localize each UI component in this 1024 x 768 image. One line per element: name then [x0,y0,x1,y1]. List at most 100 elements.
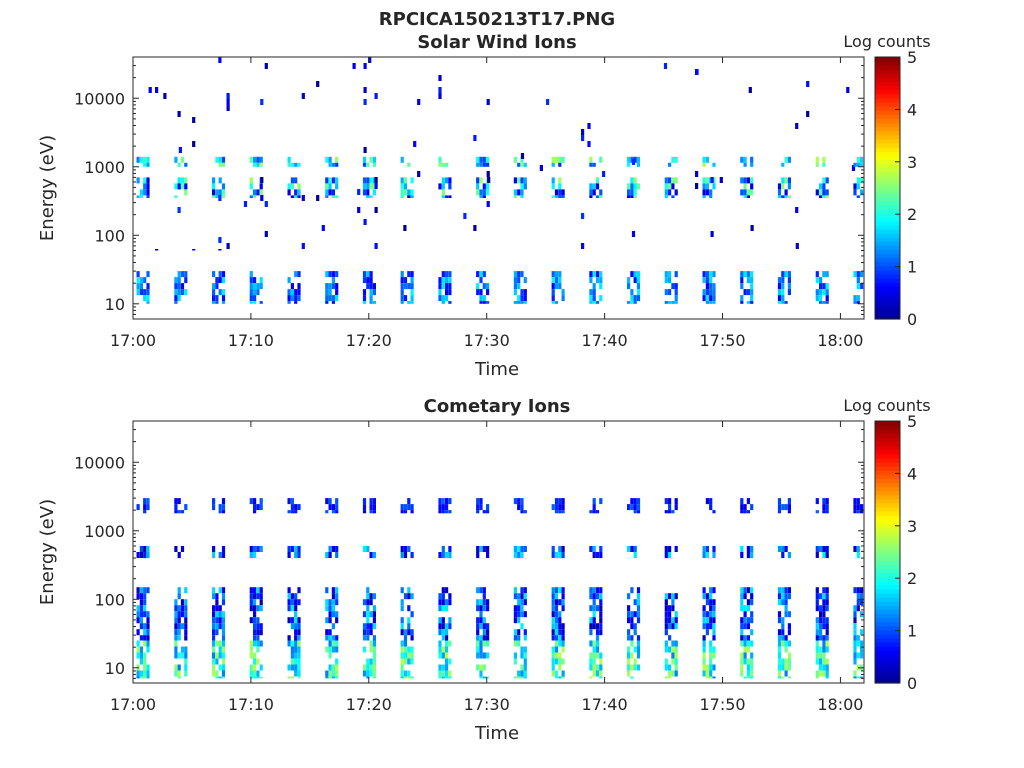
heatmap-cell [589,195,593,198]
heatmap-cell [221,162,226,167]
heatmap-cell [743,177,747,184]
heatmap-cell [328,177,332,184]
heatmap-cell [819,611,823,618]
heatmap-cell [784,664,788,671]
heatmap-cell [712,605,716,612]
heatmap-cell [297,646,301,653]
heatmap-cell [249,277,253,284]
heatmap-cell [513,593,517,600]
colorbar-swatch [875,188,900,193]
heatmap-cell [180,646,185,653]
heatmap-cell [256,587,260,594]
heatmap-cell [256,162,260,167]
heatmap-cell [441,587,445,594]
heatmap-cell [363,219,367,225]
heatmap-cell [777,670,782,677]
heatmap-cell [856,593,860,600]
heatmap-cell [143,623,147,630]
heatmap-cell [822,670,826,677]
heatmap-cell [184,271,188,278]
heatmap-cell [750,295,754,302]
heatmap-cell [441,605,445,612]
heatmap-cell [777,498,782,505]
heatmap-cell [297,623,301,630]
heatmap-cell [630,301,634,304]
heatmap-cell [784,593,788,600]
heatmap-cell [856,183,860,190]
heatmap-cell [787,498,791,505]
heatmap-cell [856,605,860,612]
heatmap-cell [441,676,445,679]
heatmap-cell [482,635,486,641]
heatmap-cell [513,271,517,278]
heatmap-cell [750,183,754,190]
heatmap-cell [146,617,150,624]
heatmap-cell [592,664,596,671]
heatmap-cell [592,652,596,659]
heatmap-cell [407,676,411,679]
colorbar-swatch [875,457,900,463]
heatmap-cell [709,587,713,594]
heatmap-cell [860,629,864,636]
heatmap-cell [702,635,706,641]
colorbar-tick-label: 3 [907,517,917,536]
heatmap-cell [445,670,449,677]
heatmap-cell [297,617,301,624]
x-tick-label: 18:00 [817,331,863,350]
heatmap-cell [256,623,260,630]
heatmap-cell [668,162,672,167]
heatmap-cell [215,611,219,618]
heatmap-cell [664,593,668,600]
heatmap-cell [146,177,150,184]
heatmap-cell [294,593,298,600]
heatmap-cell [445,623,449,630]
heatmap-cell [445,552,449,558]
heatmap-cell [825,295,829,302]
heatmap-cell [853,623,857,630]
heatmap-cell [139,277,143,284]
heatmap-cell [249,652,253,659]
heatmap-cell [369,670,373,677]
heatmap-cell [410,289,414,296]
colorbar-swatch [875,609,900,614]
heatmap-cell [362,635,367,641]
heatmap-cell [441,162,445,167]
heatmap-cell [712,623,716,630]
heatmap-cell [710,177,714,183]
colorbar-swatch [875,114,900,119]
heatmap-cell [410,510,414,514]
figure-title: RPCICA150213T17.PNG [379,9,615,30]
heatmap-cell [674,498,678,505]
heatmap-cell [784,156,788,163]
heatmap-cell [294,510,298,514]
heatmap-cell [366,629,370,636]
heatmap-cell [860,504,864,511]
heatmap-cell [259,664,263,671]
heatmap-cell [445,629,449,636]
heatmap-cell [403,177,408,184]
heatmap-cell [335,587,339,594]
colorbar-swatch [875,179,900,185]
heatmap-cell [750,271,754,278]
heatmap-cell [819,670,823,677]
heatmap-cell [192,249,196,251]
heatmap-cell [636,593,641,600]
heatmap-cell [633,277,637,284]
heatmap-cell [787,652,791,659]
heatmap-cell [750,301,754,304]
heatmap-cell [335,183,339,190]
colorbar-swatch [875,167,900,173]
heatmap-cell [212,640,216,647]
heatmap-cell [592,599,596,606]
heatmap-cell [822,593,826,600]
heatmap-cell [215,277,219,284]
heatmap-cell [627,283,631,290]
heatmap-cell [407,670,411,677]
heatmap-cell [551,283,555,290]
solar-wind-axes-frame [132,56,865,320]
heatmap-cell [630,546,634,552]
heatmap-cell [417,171,421,177]
heatmap-cell [410,277,414,284]
solar-wind-title: Solar Wind Ions [417,32,576,53]
